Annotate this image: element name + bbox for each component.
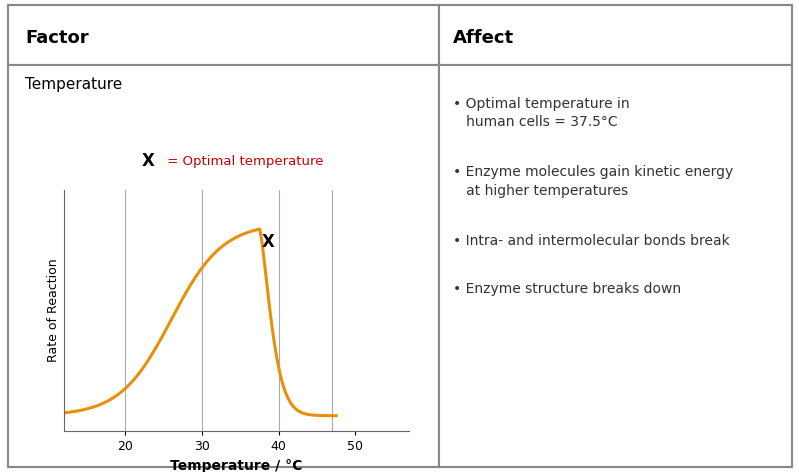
Text: Affect: Affect	[454, 29, 514, 47]
Text: X: X	[262, 234, 274, 252]
X-axis label: Temperature / °C: Temperature / °C	[170, 459, 302, 472]
Text: • Enzyme structure breaks down: • Enzyme structure breaks down	[454, 282, 682, 296]
Y-axis label: Rate of Reaction: Rate of Reaction	[47, 259, 60, 362]
Text: Factor: Factor	[26, 29, 89, 47]
Text: Temperature: Temperature	[26, 77, 122, 92]
Text: • Optimal temperature in
   human cells = 37.5°C: • Optimal temperature in human cells = 3…	[454, 97, 630, 129]
Text: X: X	[142, 152, 154, 170]
Text: • Intra- and intermolecular bonds break: • Intra- and intermolecular bonds break	[454, 234, 730, 248]
Text: = Optimal temperature: = Optimal temperature	[163, 155, 324, 168]
Text: • Enzyme molecules gain kinetic energy
   at higher temperatures: • Enzyme molecules gain kinetic energy a…	[454, 166, 734, 198]
